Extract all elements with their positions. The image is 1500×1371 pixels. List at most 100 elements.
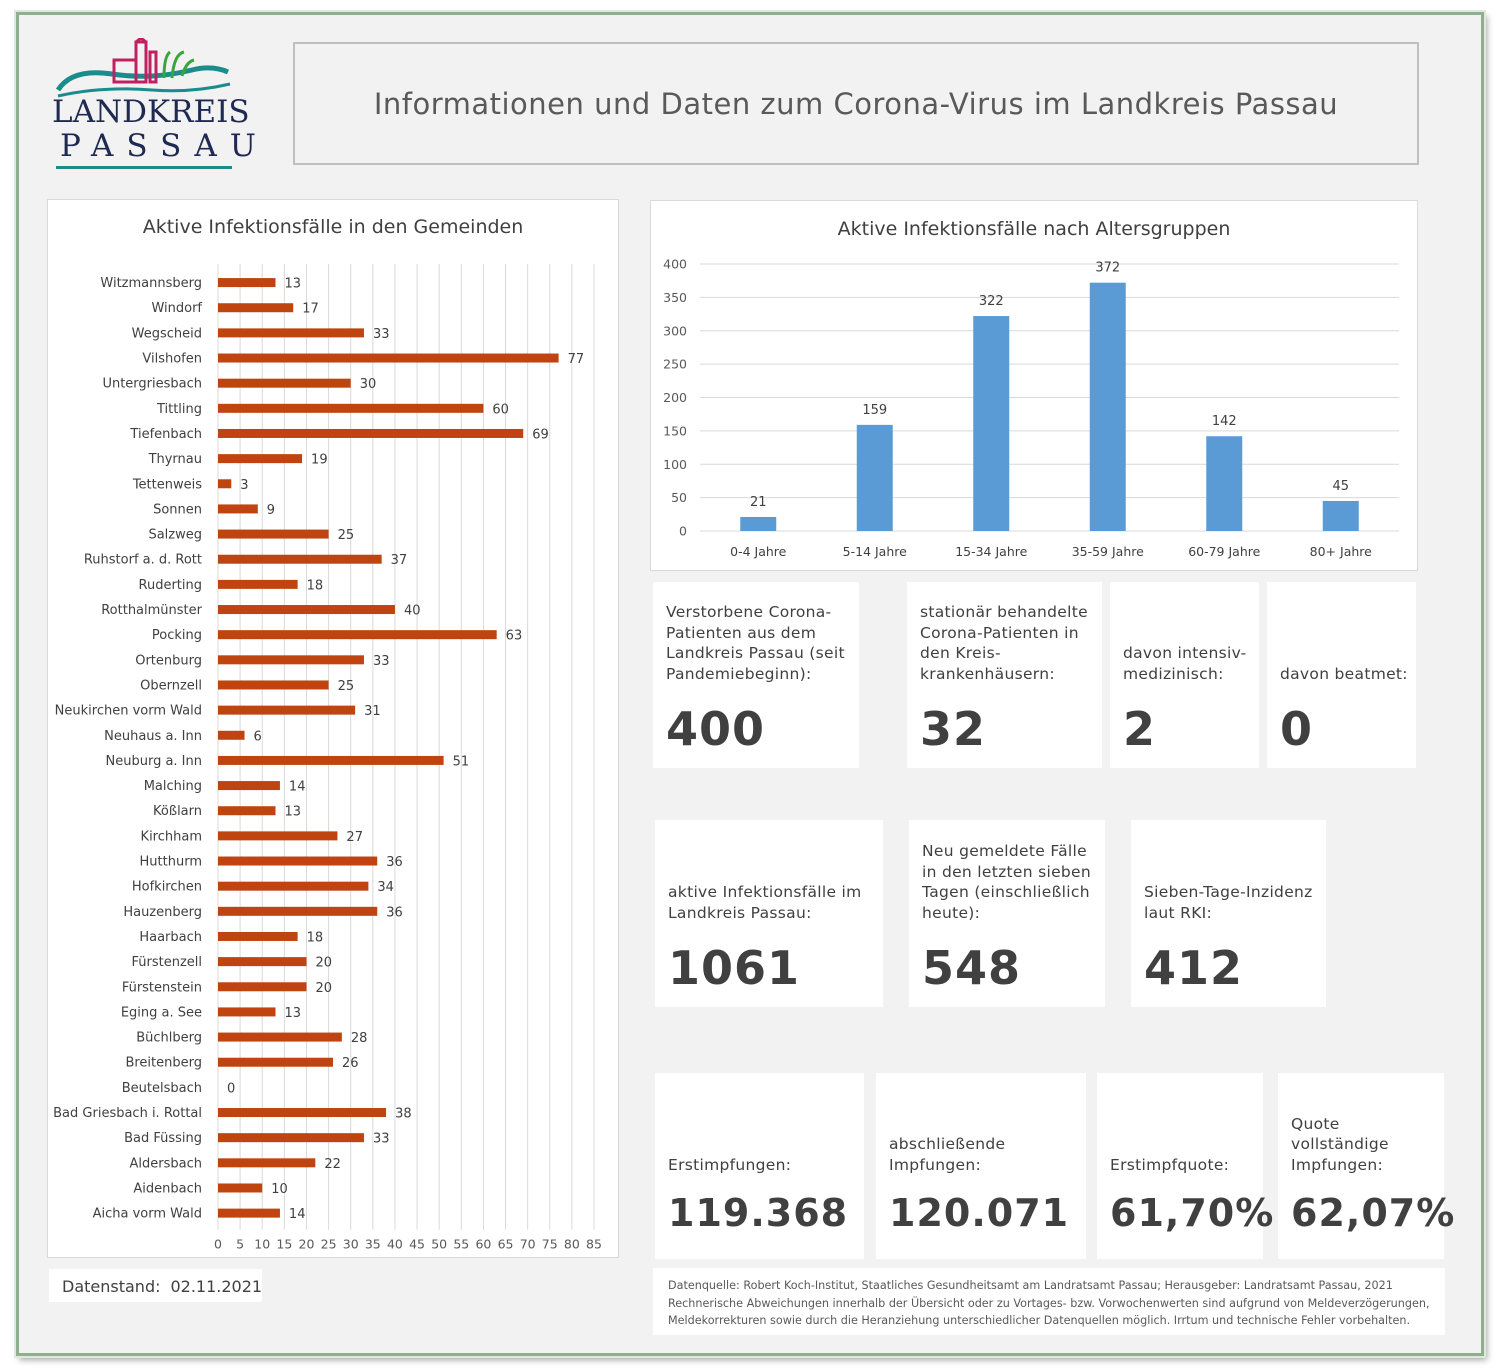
- category-label: Eging a. See: [121, 1005, 202, 1020]
- category-label: Neuhaus a. Inn: [104, 729, 202, 744]
- x-tick-label: 45: [409, 1237, 425, 1252]
- tile-full-rate-label: Quote vollständige Impfungen:: [1291, 1114, 1389, 1174]
- bar-value-label: 51: [453, 754, 470, 769]
- municipal-bar: [218, 982, 307, 992]
- bar-value-label: 20: [315, 956, 332, 971]
- bar-value-label: 28: [351, 1031, 368, 1046]
- bar-value-label: 45: [1332, 479, 1349, 494]
- municipal-bar: [218, 353, 559, 363]
- municipal-bar: [218, 1007, 276, 1017]
- x-tick-label: 35: [365, 1237, 381, 1252]
- bar-value-label: 31: [364, 704, 381, 719]
- bar-value-label: 13: [285, 1006, 302, 1021]
- category-label: Ortenburg: [135, 653, 202, 668]
- bar-value-label: 18: [307, 930, 324, 945]
- bar-value-label: 19: [311, 453, 328, 468]
- category-label: Tittling: [156, 402, 202, 417]
- y-tick-label: 250: [663, 357, 687, 372]
- bar-value-label: 13: [285, 277, 302, 292]
- bar-value-label: 18: [307, 578, 324, 593]
- category-label: Bad Griesbach i. Rottal: [53, 1106, 202, 1121]
- municipal-bar: [218, 1158, 316, 1168]
- x-tick-label: 55: [453, 1237, 469, 1252]
- municipal-bar: [218, 428, 524, 438]
- municipal-bar: [218, 931, 298, 941]
- bar-value-label: 13: [285, 805, 302, 820]
- tile-active: aktive Infektionsfälle im Landkreis Pass…: [655, 820, 883, 1007]
- x-tick-label: 20: [299, 1237, 315, 1252]
- bar-value-label: 33: [373, 654, 390, 669]
- bar-value-label: 36: [386, 855, 403, 870]
- category-label: Ruhstorf a. d. Rott: [84, 553, 202, 568]
- municipal-bar: [218, 1183, 263, 1193]
- bar-value-label: 38: [395, 1107, 412, 1122]
- municipal-bar: [218, 454, 303, 464]
- bar-value-label: 33: [373, 327, 390, 342]
- x-category-label: 60-79 Jahre: [1188, 544, 1260, 559]
- x-category-label: 35-59 Jahre: [1072, 544, 1144, 559]
- age-chart-title: Aktive Infektionsfälle nach Altersgruppe…: [837, 218, 1231, 240]
- category-label: Aldersbach: [130, 1156, 202, 1171]
- x-tick-label: 60: [475, 1237, 491, 1252]
- tile-first-vacc: Erstimpfungen: 119.368: [655, 1073, 864, 1259]
- category-label: Thyrnau: [148, 452, 202, 467]
- bar-value-label: 37: [391, 553, 408, 568]
- category-label: Sonnen: [153, 502, 202, 517]
- category-label: Wegscheid: [132, 326, 202, 341]
- x-tick-label: 30: [343, 1237, 359, 1252]
- municipal-bar-chart: 0 5 10 15 20 25 30 35 40 45 50 55 60 65 70 75 80 85Witzma…: [53, 264, 602, 1252]
- bar-value-label: 36: [386, 905, 403, 920]
- bar-value-label: 25: [338, 528, 355, 543]
- logo-underline: [56, 166, 232, 169]
- municipal-bar: [218, 1057, 334, 1067]
- x-tick-label: 15: [276, 1237, 292, 1252]
- bar-value-label: 10: [271, 1182, 288, 1197]
- category-label: Aicha vorm Wald: [93, 1207, 202, 1222]
- category-label: Kirchham: [141, 829, 202, 844]
- bar-value-label: 159: [862, 403, 887, 418]
- tile-first-rate: Erstimpfquote: 61,70%: [1097, 1073, 1273, 1259]
- age-bar: [740, 516, 777, 531]
- municipal-bar: [218, 529, 329, 539]
- tile-deaths: Verstorbene Corona-Patienten aus dem Lan…: [653, 582, 859, 768]
- tile-incidence-value: 412: [1144, 941, 1244, 995]
- y-tick-label: 100: [663, 457, 687, 472]
- tile-hospital-label: stationär behandelte Corona-Patienten in…: [920, 603, 1088, 683]
- x-tick-label: 0: [214, 1237, 222, 1252]
- municipal-bar: [218, 328, 364, 338]
- municipal-bar: [218, 705, 356, 715]
- y-tick-label: 300: [663, 323, 687, 338]
- municipal-bar: [218, 680, 329, 690]
- category-label: Tettenweis: [132, 477, 202, 492]
- bar-value-label: 6: [254, 729, 262, 744]
- municipal-bar: [218, 881, 369, 891]
- tile-active-label: aktive Infektionsfälle im Landkreis Pass…: [668, 883, 862, 922]
- bar-value-label: 60: [492, 402, 509, 417]
- tile-ventilated-value: 0: [1280, 702, 1314, 756]
- tile-deaths-value: 400: [666, 702, 766, 756]
- age-bar: [1206, 436, 1243, 531]
- page-title: Informationen und Daten zum Corona-Virus…: [373, 86, 1339, 121]
- municipal-bar: [218, 906, 378, 916]
- municipal-bar: [218, 303, 294, 313]
- tile-deaths-label: Verstorbene Corona-Patienten aus dem Lan…: [666, 603, 845, 683]
- x-tick-label: 5: [236, 1237, 244, 1252]
- category-label: Ruderting: [139, 578, 202, 593]
- category-label: Hofkirchen: [132, 880, 202, 895]
- bar-value-label: 322: [979, 294, 1004, 309]
- municipal-bar: [218, 806, 276, 816]
- category-label: Rotthalmünster: [101, 603, 202, 618]
- tile-incidence: Sieben-Tage-Inzidenz laut RKI: 412: [1131, 820, 1326, 1007]
- tile-full-vacc-label: abschließende Impfungen:: [889, 1135, 1006, 1174]
- tile-ventilated: davon beatmet: 0: [1267, 582, 1416, 768]
- x-category-label: 5-14 Jahre: [843, 544, 907, 559]
- age-bar: [1089, 282, 1126, 531]
- category-label: Bad Füssing: [124, 1131, 202, 1146]
- bar-value-label: 30: [360, 377, 377, 392]
- bar-value-label: 3: [240, 478, 248, 493]
- age-bar: [973, 316, 1010, 531]
- bar-value-label: 142: [1212, 414, 1237, 429]
- footnote-line-2: Rechnerische Abweichungen innerhalb der …: [668, 1296, 1430, 1310]
- municipal-bar: [218, 378, 351, 388]
- municipal-bar: [218, 605, 395, 615]
